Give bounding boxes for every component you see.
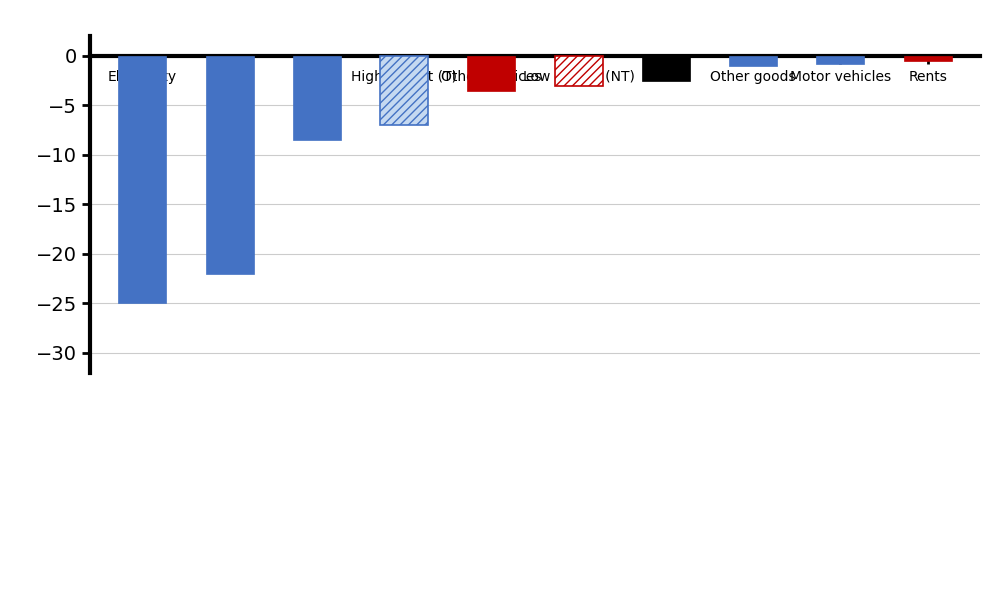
Bar (293, 56, 341, 140)
Bar (555, 56, 603, 85)
Bar (642, 56, 690, 81)
Bar (118, 56, 166, 304)
Bar (206, 56, 254, 273)
Bar (467, 56, 515, 91)
Bar (816, 56, 864, 64)
Bar (380, 56, 428, 125)
Bar (729, 56, 777, 66)
Bar (904, 56, 952, 61)
